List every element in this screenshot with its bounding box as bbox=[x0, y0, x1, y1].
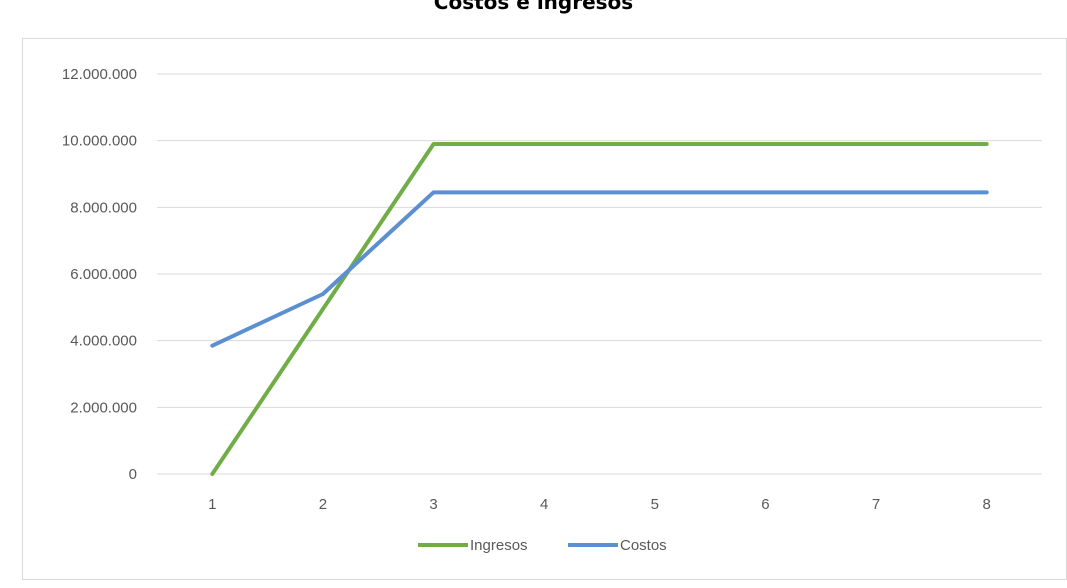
y-tick-label: 8.000.000 bbox=[70, 199, 137, 216]
x-tick-label: 2 bbox=[319, 496, 327, 513]
y-tick-label: 2.000.000 bbox=[70, 399, 137, 416]
y-axis-tick-labels: 0 2.000.000 4.000.000 6.000.000 8.000.000 10.… bbox=[62, 66, 137, 483]
gridlines bbox=[157, 73, 1042, 475]
x-tick-label: 7 bbox=[872, 496, 880, 513]
y-tick-label: 6.000.000 bbox=[70, 266, 137, 283]
y-tick-label: 0 bbox=[129, 466, 137, 483]
legend-label: Ingresos bbox=[470, 537, 528, 554]
series-line-costos bbox=[210, 190, 989, 348]
x-axis-tick-labels: 1 2 3 4 5 6 7 8 bbox=[208, 496, 991, 513]
series-line-ingresos bbox=[210, 142, 989, 476]
x-tick-label: 1 bbox=[208, 496, 216, 513]
x-tick-label: 3 bbox=[429, 496, 437, 513]
legend: Ingresos Costos bbox=[418, 537, 667, 554]
legend-item-costos: Costos bbox=[568, 537, 667, 554]
legend-item-ingresos: Ingresos bbox=[418, 537, 528, 554]
x-tick-label: 4 bbox=[540, 496, 548, 513]
x-tick-label: 6 bbox=[761, 496, 769, 513]
x-tick-label: 8 bbox=[983, 496, 991, 513]
legend-label: Costos bbox=[620, 537, 667, 554]
y-tick-label: 4.000.000 bbox=[70, 333, 137, 350]
series-lines bbox=[210, 142, 989, 476]
y-tick-label: 12.000.000 bbox=[62, 66, 137, 83]
y-tick-label: 10.000.000 bbox=[62, 133, 137, 150]
chart-title: Costos e ingresos bbox=[433, 0, 634, 14]
x-tick-label: 5 bbox=[651, 496, 659, 513]
